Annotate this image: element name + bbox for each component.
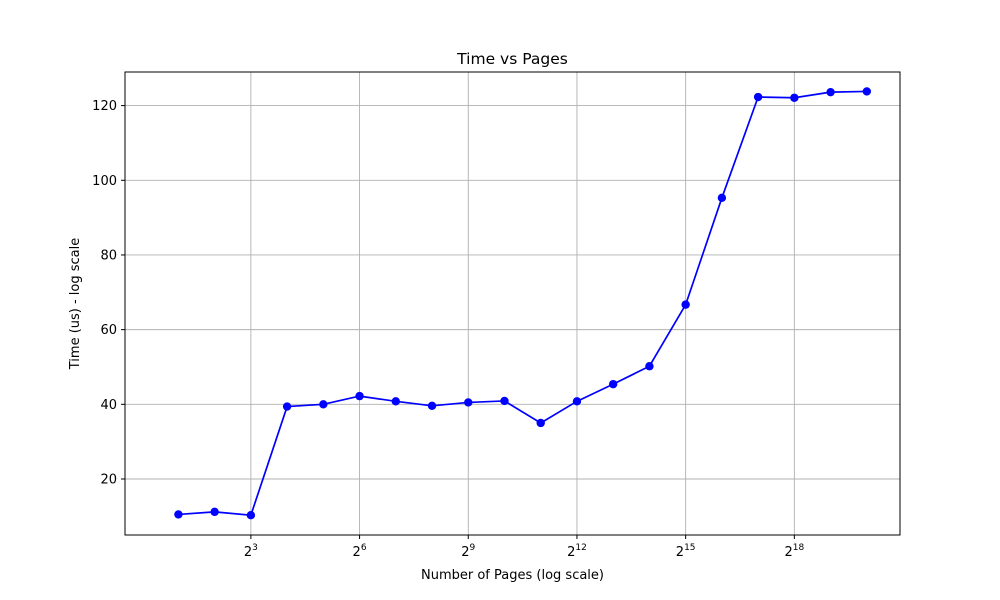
data-point [645, 362, 654, 371]
series-line [178, 90, 867, 517]
x-tick-label: 218 [784, 543, 804, 560]
data-point [464, 398, 473, 407]
x-axis-title: Number of Pages (log scale) [421, 568, 604, 583]
data-point [862, 87, 872, 96]
series-layer [174, 87, 872, 520]
y-tick-label: 100 [92, 174, 117, 189]
data-point [608, 379, 618, 389]
data-point [753, 92, 763, 102]
x-axis-ticks: 23 26 29 212 215 218 [244, 535, 804, 560]
data-point [319, 400, 328, 409]
data-point [536, 418, 545, 428]
data-point [826, 87, 835, 97]
data-point [500, 396, 509, 406]
y-tick-label: 120 [92, 99, 117, 114]
plot-area-frame [124, 71, 901, 536]
y-tick-label: 20 [100, 472, 117, 487]
y-tick-label: 60 [100, 323, 117, 338]
data-point [681, 300, 690, 309]
y-axis-ticks: 20 40 60 80 100 120 [92, 99, 125, 487]
data-point [391, 397, 400, 406]
x-tick-label: 215 [676, 543, 696, 560]
y-axis-title: Time (us) - log scale [68, 238, 83, 371]
y-tick-label: 80 [100, 248, 117, 263]
data-point [174, 510, 183, 519]
x-tick-label: 212 [567, 543, 587, 560]
data-point [427, 401, 437, 411]
data-point [246, 511, 256, 520]
x-tick-label: 26 [353, 543, 367, 560]
data-point [210, 507, 219, 517]
y-tick-label: 40 [100, 398, 117, 413]
data-point [355, 391, 364, 401]
data-point [790, 93, 799, 102]
chart-title: Time vs Pages [456, 50, 568, 68]
data-point [572, 397, 582, 406]
x-tick-label: 29 [461, 543, 475, 560]
x-tick-label: 23 [244, 543, 258, 560]
data-point [282, 402, 292, 411]
data-point [717, 193, 727, 203]
